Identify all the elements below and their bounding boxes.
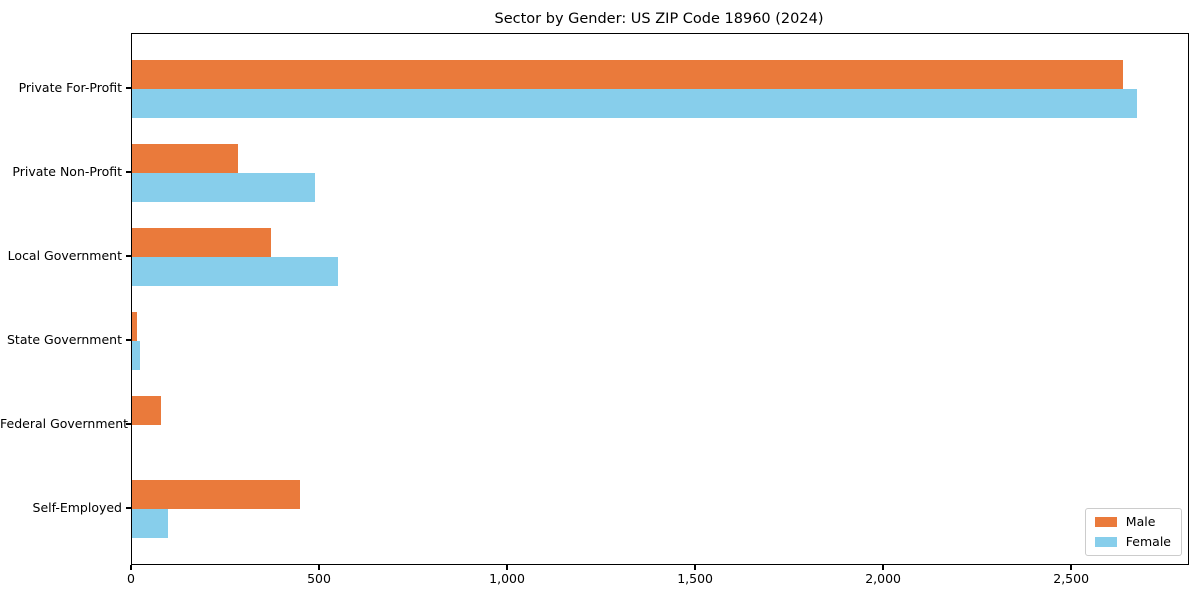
legend-swatch-male [1094,517,1117,527]
bar-female-private-non-profit [132,173,315,202]
x-tick-label: 0 [127,571,135,586]
x-axis-tick [1070,564,1072,570]
y-axis-tick [126,507,131,509]
legend-label-male: Male [1125,514,1156,529]
bar-male-private-non-profit [132,144,239,173]
bar-female-local-government [132,257,339,286]
bar-male-local-government [132,228,272,257]
y-tick-label-self-employed: Self-Employed [32,500,122,515]
x-axis-tick [694,564,696,570]
y-tick-label-federal-government: Federal Government [0,416,129,431]
chart-title: Sector by Gender: US ZIP Code 18960 (202… [494,11,824,27]
y-axis-tick [126,87,131,89]
legend-item-female: Female [1094,534,1171,549]
bar-male-private-for-profit [132,60,1124,89]
y-tick-label-private-non-profit: Private Non-Profit [12,164,122,179]
y-axis-tick [126,255,131,257]
x-tick-label: 1,000 [489,571,525,586]
bar-male-self-employed [132,480,301,509]
y-axis-tick [126,171,131,173]
bar-male-state-government [132,312,137,341]
x-tick-label: 1,500 [677,571,713,586]
legend-swatch-female [1094,537,1117,547]
legend-item-male: Male [1094,514,1171,529]
x-axis-tick [506,564,508,570]
y-axis-tick [126,339,131,341]
y-tick-label-state-government: State Government [6,332,122,347]
plot-area: Male Female [131,33,1189,565]
legend-label-female: Female [1125,534,1171,549]
x-axis-tick [318,564,320,570]
x-axis-tick [882,564,884,570]
y-axis-tick [126,423,131,425]
x-tick-label: 500 [307,571,331,586]
bar-female-private-for-profit [132,89,1137,118]
x-axis-tick [130,564,132,570]
y-tick-label-private-for-profit: Private For-Profit [18,80,122,95]
bar-male-federal-government [132,396,161,425]
bar-female-state-government [132,341,140,370]
x-tick-label: 2,500 [1053,571,1090,586]
bar-female-self-employed [132,509,169,538]
y-tick-label-local-government: Local Government [7,248,122,263]
x-tick-label: 2,000 [865,571,902,586]
legend: Male Female [1084,508,1182,556]
